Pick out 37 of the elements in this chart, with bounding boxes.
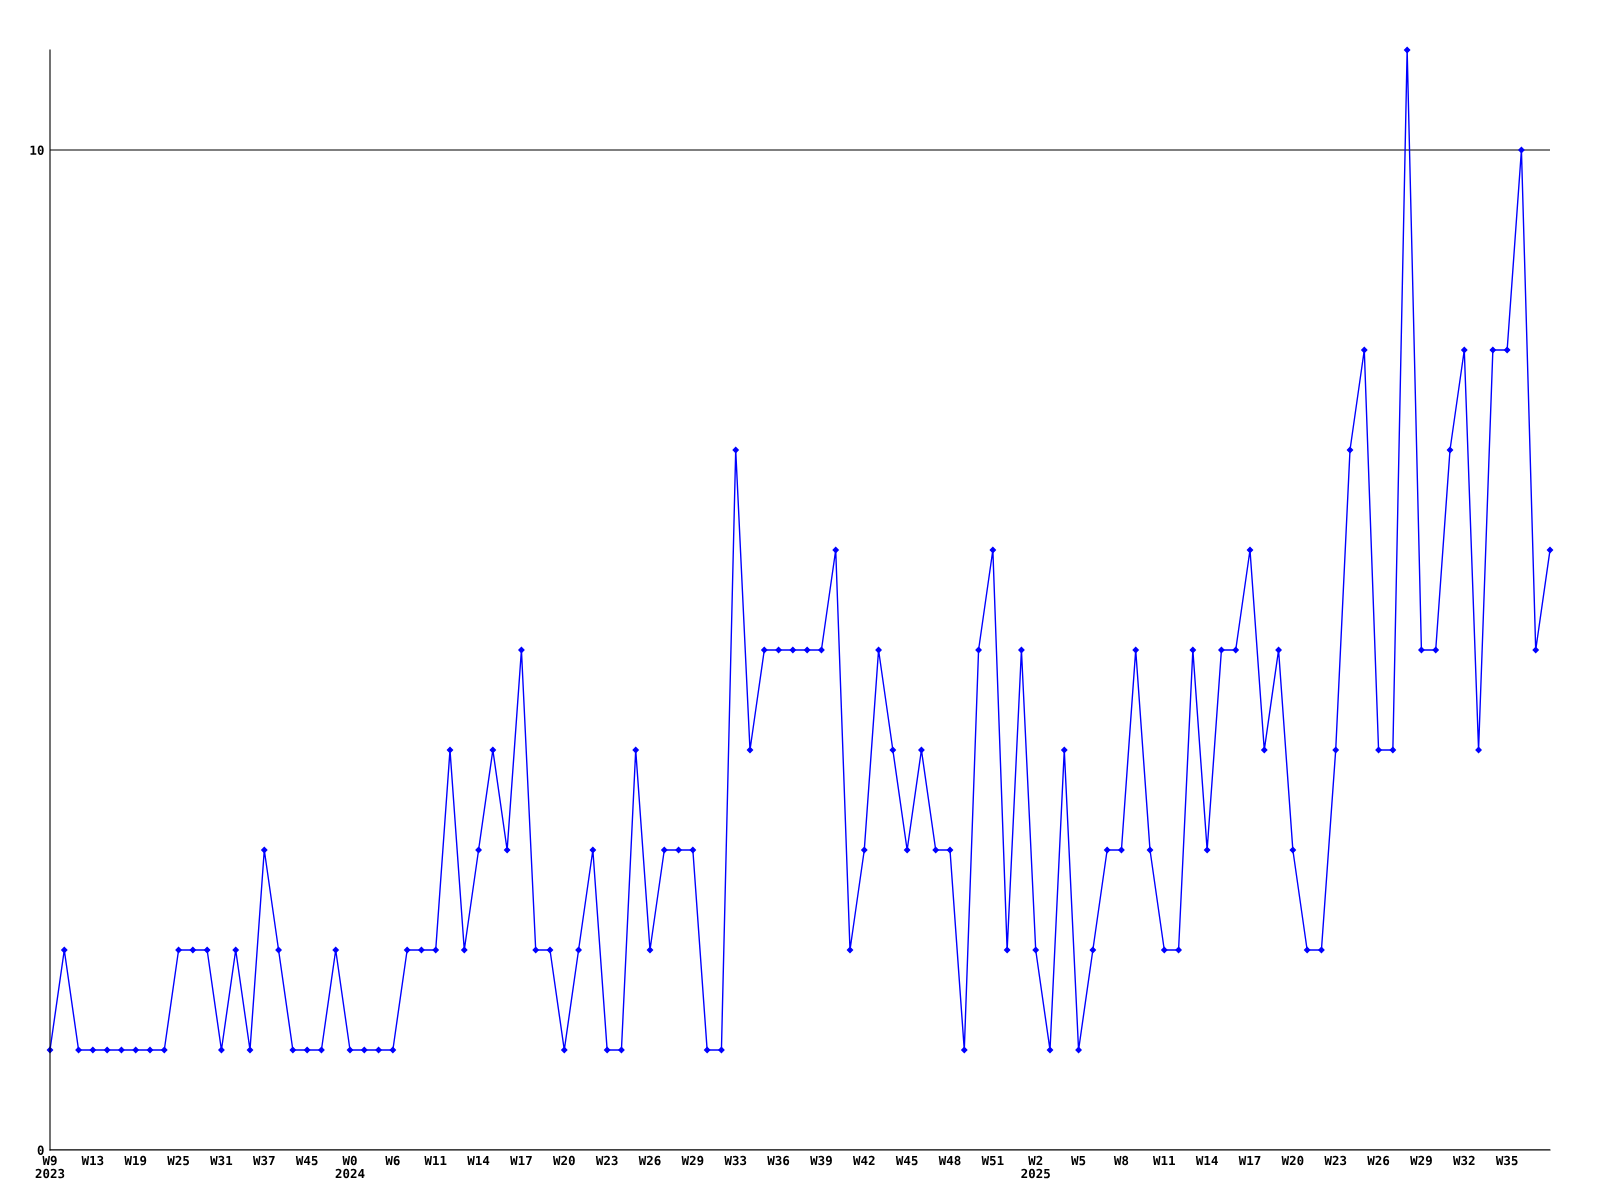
x-tick-label: W9 2023 [35, 1155, 65, 1179]
x-tick-label: W42 [853, 1155, 875, 1166]
x-tick-label: W39 [810, 1155, 832, 1166]
x-tick-label: W5 [1071, 1155, 1086, 1166]
x-tick-label: W31 [210, 1155, 233, 1166]
x-tick-label: W11 [424, 1155, 447, 1166]
x-tick-label: W29 [681, 1155, 704, 1166]
x-tick-label: W45 [895, 1155, 918, 1166]
x-tick-label: W45 [295, 1155, 318, 1166]
x-tick-label: W2 2025 [1021, 1155, 1050, 1179]
x-tick-label: W29 [1410, 1155, 1432, 1166]
y-tick-label: 0 [37, 1145, 44, 1155]
x-tick-label: W33 [724, 1155, 747, 1166]
x-tick-label: W37 [253, 1155, 275, 1166]
y-tick-label: 10 [30, 145, 44, 155]
x-tick-label: W19 [124, 1155, 147, 1166]
x-tick-label: W14 [467, 1155, 490, 1166]
x-tick-label: W17 [510, 1155, 532, 1166]
x-tick-label: W17 [1238, 1155, 1261, 1166]
x-tick-label: W20 [553, 1155, 575, 1166]
x-tick-label: W0 2024 [335, 1155, 365, 1179]
x-tick-label: W8 [1113, 1155, 1129, 1166]
x-tick-label: W26 [1367, 1155, 1390, 1166]
x-tick-label: W11 [1153, 1155, 1175, 1166]
x-tick-label: W6 [385, 1155, 400, 1166]
x-tick-label: W25 [167, 1155, 190, 1166]
x-tick-label: W14 [1195, 1155, 1218, 1166]
x-tick-label: W32 [1453, 1155, 1475, 1166]
x-tick-label: W48 [938, 1155, 961, 1166]
x-tick-label: W13 [81, 1155, 104, 1166]
x-tick-label: W36 [767, 1155, 790, 1166]
x-tick-label: W35 [1495, 1155, 1518, 1166]
x-tick-label: W23 [595, 1155, 618, 1166]
x-tick-label: W20 [1281, 1155, 1304, 1166]
x-tick-label: W26 [638, 1155, 661, 1166]
x-tick-label: W51 [981, 1155, 1004, 1166]
x-tick-label: W23 [1324, 1155, 1347, 1166]
